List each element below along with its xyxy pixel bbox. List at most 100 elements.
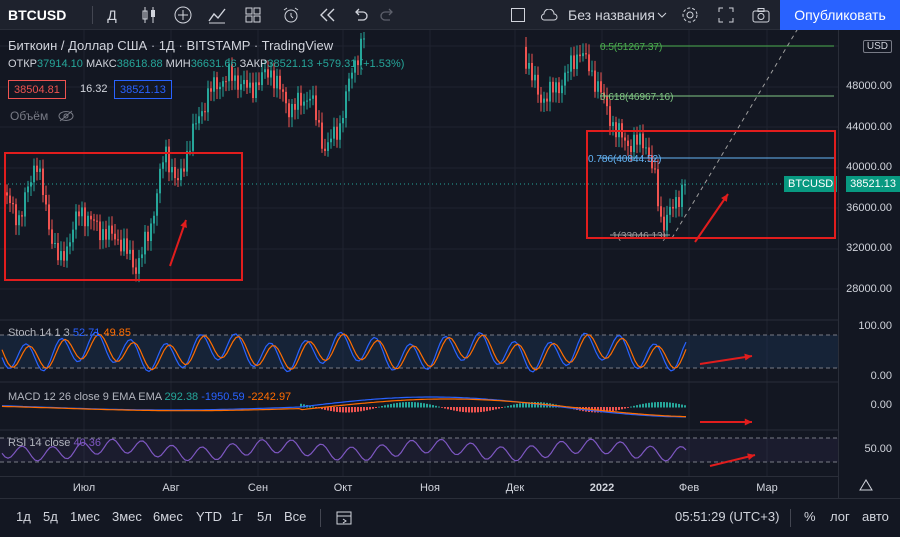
macd-histogram-bar (504, 406, 506, 408)
candle-body (300, 92, 302, 106)
macd-histogram-bar (417, 402, 419, 408)
buy-price-button[interactable]: 38521.13 (114, 80, 172, 99)
annotation-arrow (699, 355, 753, 365)
rsi-legend[interactable]: RSI 14 close 40.36 (8, 437, 101, 449)
candle-body (666, 214, 668, 231)
candle-body (165, 146, 167, 163)
range-ytd-button[interactable]: YTD (196, 509, 222, 524)
macd-histogram-bar (603, 407, 605, 413)
indicators-button[interactable] (204, 0, 230, 30)
range-5y-button[interactable]: 5л (257, 509, 272, 524)
candle-body (153, 215, 155, 224)
replay-button[interactable] (314, 0, 340, 30)
macd-histogram-bar (336, 407, 338, 412)
macd-histogram-bar (303, 404, 305, 408)
settings-small-icon[interactable] (859, 478, 873, 497)
publish-button[interactable]: Опубликовать (780, 0, 900, 30)
candle-body (615, 122, 617, 138)
macd-histogram-bar (609, 407, 611, 412)
undo-button[interactable] (348, 0, 372, 30)
candle-body (177, 178, 179, 181)
candle-body (624, 137, 626, 141)
fullscreen-button[interactable] (713, 0, 739, 30)
redo-button[interactable] (376, 0, 400, 30)
candle-body (546, 98, 548, 102)
candle-body (306, 100, 308, 102)
candle-body (342, 117, 344, 124)
chart-style-button[interactable] (136, 0, 162, 30)
candle-body (120, 239, 122, 252)
macd-histogram-bar (651, 402, 653, 408)
macd-histogram-bar (330, 407, 332, 412)
symbol-legend[interactable]: Биткоин / Доллар США · 1Д · BITSTAMP · T… (8, 38, 334, 53)
candle-body (189, 150, 191, 152)
candle-body (27, 186, 29, 193)
time-axis[interactable]: Июл Авг Сен Окт Ноя Дек 2022 Фев Мар (0, 476, 838, 498)
candle-body (78, 211, 80, 217)
macd-histogram-bar (501, 407, 503, 408)
eye-crossed-icon[interactable] (58, 110, 74, 122)
candle-body (105, 229, 107, 240)
snapshot-button[interactable] (748, 0, 774, 30)
layout-select-button[interactable] (505, 0, 531, 30)
bottom-divider (790, 509, 791, 527)
alert-button[interactable] (278, 0, 304, 30)
sell-price-button[interactable]: 38504.81 (8, 80, 66, 99)
price-axis[interactable]: USD 48000.00 44000.00 40000.00 36000.00 … (838, 30, 900, 498)
macd-line-value: -1950.59 (201, 391, 245, 403)
candle-body (558, 82, 560, 94)
settings-button[interactable] (677, 0, 703, 30)
percent-scale-button[interactable]: % (804, 509, 816, 524)
layout-name[interactable]: Без названия (568, 7, 655, 23)
candle-body (252, 82, 254, 99)
candle-body (315, 95, 317, 121)
macd-histogram-bar (429, 404, 431, 408)
annotation-rectangle-right[interactable] (586, 130, 836, 239)
range-all-button[interactable]: Все (284, 509, 307, 524)
range-3m-button[interactable]: 3мес (112, 509, 142, 524)
candle-body (303, 101, 305, 106)
macd-histogram-bar (657, 402, 659, 408)
candle-body (354, 60, 356, 73)
range-1d-button[interactable]: 1д (16, 509, 31, 524)
range-5d-button[interactable]: 5д (43, 509, 58, 524)
chevron-down-icon[interactable] (655, 0, 669, 30)
add-indicator-button[interactable] (170, 0, 196, 30)
rsi-params: 14 close (29, 437, 71, 449)
macd-histogram-bar (684, 405, 686, 408)
stoch-params: 14 1 3 (39, 327, 70, 339)
currency-label[interactable]: USD (862, 40, 892, 53)
range-1m-button[interactable]: 1мес (70, 509, 100, 524)
stoch-legend[interactable]: Stoch 14 1 3 52.71 49.85 (8, 327, 131, 339)
legend-title: Биткоин / Доллар США (8, 38, 148, 53)
macd-signal-value: -2242.97 (247, 391, 292, 403)
candle-body (147, 231, 149, 241)
open-value: 37914.10 (37, 58, 83, 70)
interval-button[interactable]: Д (107, 7, 117, 23)
annotation-rectangle-left[interactable] (4, 152, 243, 281)
range-6m-button[interactable]: 6мес (153, 509, 183, 524)
range-1y-button[interactable]: 1г (231, 509, 243, 524)
clock-timezone-button[interactable]: 05:51:29 (UTC+3) (675, 509, 780, 524)
candle-body (294, 103, 296, 110)
candle-body (273, 70, 275, 89)
macd-histogram-bar (369, 407, 371, 410)
candle-body (126, 238, 128, 254)
auto-scale-button[interactable]: авто (862, 509, 889, 524)
volume-legend[interactable]: Объём (10, 109, 74, 123)
log-scale-button[interactable]: лог (830, 509, 850, 524)
goto-date-button[interactable] (335, 509, 353, 532)
macd-histogram-bar (366, 407, 368, 411)
candle-body (345, 91, 347, 118)
plus-circle-icon (174, 6, 192, 24)
candle-body (654, 168, 656, 170)
macd-histogram-bar (480, 407, 482, 413)
macd-signal-line (1, 398, 686, 418)
candle-body (327, 142, 329, 151)
symbol-search-button[interactable]: BTCUSD (8, 7, 67, 23)
macd-legend[interactable]: MACD 12 26 close 9 EMA EMA 292.38 -1950.… (8, 391, 291, 403)
templates-button[interactable] (240, 0, 266, 30)
candle-body (72, 229, 74, 243)
annotation-arrowhead (744, 418, 752, 426)
macd-histogram-bar (405, 402, 407, 408)
